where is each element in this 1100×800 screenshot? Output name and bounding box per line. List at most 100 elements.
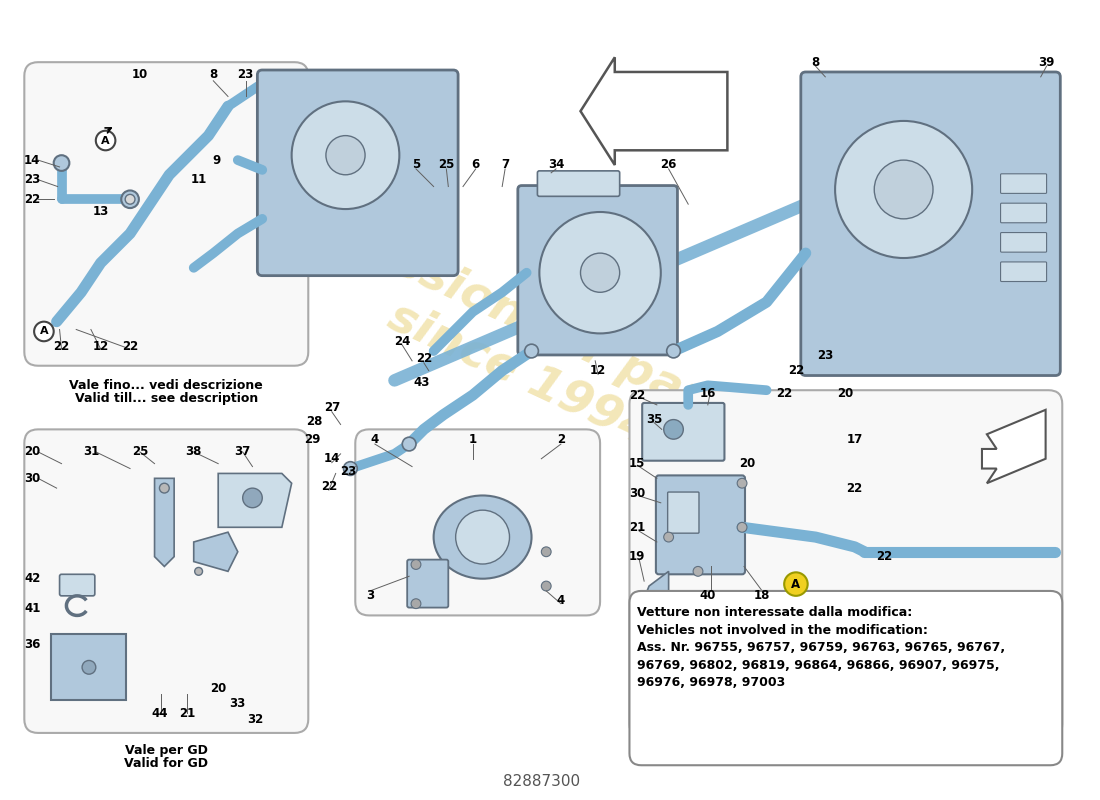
Text: 20: 20 (837, 386, 852, 400)
Text: 44: 44 (151, 707, 167, 720)
Circle shape (121, 190, 139, 208)
Text: 4: 4 (371, 433, 380, 446)
Circle shape (243, 488, 262, 508)
Text: 8: 8 (812, 56, 820, 69)
Text: 36: 36 (24, 638, 41, 651)
Polygon shape (155, 478, 174, 566)
Text: Vale fino... vedi descrizione: Vale fino... vedi descrizione (69, 379, 263, 392)
Text: 23: 23 (817, 350, 834, 362)
FancyBboxPatch shape (59, 574, 95, 596)
FancyBboxPatch shape (1001, 262, 1046, 282)
FancyBboxPatch shape (629, 390, 1063, 738)
Polygon shape (639, 571, 669, 614)
Text: Vale per GD: Vale per GD (125, 744, 208, 757)
Text: 4: 4 (557, 594, 565, 607)
Circle shape (292, 102, 399, 209)
Text: 33: 33 (230, 697, 246, 710)
Text: 22: 22 (122, 340, 139, 353)
Circle shape (195, 567, 202, 575)
FancyBboxPatch shape (656, 475, 745, 574)
Text: 42: 42 (24, 572, 41, 585)
FancyBboxPatch shape (1001, 233, 1046, 252)
Text: 21: 21 (178, 707, 195, 720)
Text: 43: 43 (414, 376, 430, 389)
Text: 30: 30 (629, 486, 646, 499)
Text: 37: 37 (234, 446, 251, 458)
Circle shape (343, 462, 358, 475)
Circle shape (663, 419, 683, 439)
Circle shape (737, 478, 747, 488)
Text: 96769, 96802, 96819, 96864, 96866, 96907, 96975,: 96769, 96802, 96819, 96864, 96866, 96907… (637, 659, 1000, 672)
Text: 29: 29 (304, 433, 320, 446)
Text: 96976, 96978, 97003: 96976, 96978, 97003 (637, 677, 785, 690)
Text: 38: 38 (186, 446, 202, 458)
Circle shape (784, 572, 807, 596)
Text: 2: 2 (557, 433, 565, 446)
FancyBboxPatch shape (1001, 174, 1046, 194)
Circle shape (539, 212, 661, 334)
Text: Ass. Nr. 96755, 96757, 96759, 96763, 96765, 96767,: Ass. Nr. 96755, 96757, 96759, 96763, 967… (637, 642, 1005, 654)
Circle shape (835, 121, 972, 258)
Text: 14: 14 (24, 154, 41, 166)
Circle shape (663, 532, 673, 542)
Circle shape (411, 560, 421, 570)
Text: 28: 28 (306, 415, 322, 428)
FancyBboxPatch shape (642, 403, 725, 461)
Circle shape (581, 253, 619, 292)
Text: 10: 10 (132, 69, 148, 82)
Text: 15: 15 (629, 457, 646, 470)
Text: 12: 12 (92, 340, 109, 353)
FancyBboxPatch shape (51, 634, 126, 700)
Circle shape (874, 160, 933, 219)
Text: 23: 23 (340, 465, 356, 478)
FancyBboxPatch shape (257, 70, 458, 276)
Text: 20: 20 (24, 446, 41, 458)
Polygon shape (581, 58, 727, 165)
Circle shape (525, 344, 538, 358)
Text: 5: 5 (411, 158, 420, 171)
Text: 8: 8 (209, 69, 218, 82)
Text: 25: 25 (438, 158, 454, 171)
FancyBboxPatch shape (538, 171, 619, 196)
Text: 1: 1 (469, 433, 477, 446)
Text: Vehicles not involved in the modification:: Vehicles not involved in the modificatio… (637, 624, 928, 637)
Text: 17: 17 (847, 433, 862, 446)
Polygon shape (218, 474, 292, 527)
Circle shape (54, 155, 69, 171)
Text: 26: 26 (660, 158, 676, 171)
Circle shape (411, 598, 421, 609)
Text: A: A (791, 578, 801, 590)
Text: passion for parts
since 1994: passion for parts since 1994 (306, 211, 758, 490)
FancyBboxPatch shape (518, 186, 678, 355)
Text: Vetture non interessate dalla modifica:: Vetture non interessate dalla modifica: (637, 606, 913, 619)
Text: 23: 23 (238, 69, 254, 82)
Polygon shape (982, 410, 1046, 483)
Text: 16: 16 (700, 386, 716, 400)
Circle shape (693, 566, 703, 576)
Text: 34: 34 (548, 158, 564, 171)
Text: 20: 20 (210, 682, 227, 695)
Text: 31: 31 (82, 446, 99, 458)
Text: 11: 11 (190, 173, 207, 186)
Text: 22: 22 (776, 386, 792, 400)
Text: 22: 22 (876, 550, 892, 563)
Text: 6: 6 (472, 158, 480, 171)
FancyBboxPatch shape (407, 560, 449, 607)
Text: Valid for GD: Valid for GD (124, 757, 208, 770)
Text: A: A (101, 135, 110, 146)
Text: 9: 9 (212, 154, 220, 166)
Text: 82887300: 82887300 (503, 774, 580, 790)
Text: 21: 21 (629, 521, 646, 534)
Text: 35: 35 (646, 413, 662, 426)
Text: 22: 22 (788, 364, 804, 377)
Text: 13: 13 (92, 205, 109, 218)
FancyBboxPatch shape (1001, 203, 1046, 222)
Text: 25: 25 (132, 446, 148, 458)
FancyBboxPatch shape (801, 72, 1060, 375)
FancyBboxPatch shape (668, 492, 698, 533)
Circle shape (160, 483, 169, 493)
Text: 22: 22 (54, 340, 69, 353)
Text: 14: 14 (323, 452, 340, 466)
Circle shape (737, 522, 747, 532)
Text: 22: 22 (24, 193, 41, 206)
